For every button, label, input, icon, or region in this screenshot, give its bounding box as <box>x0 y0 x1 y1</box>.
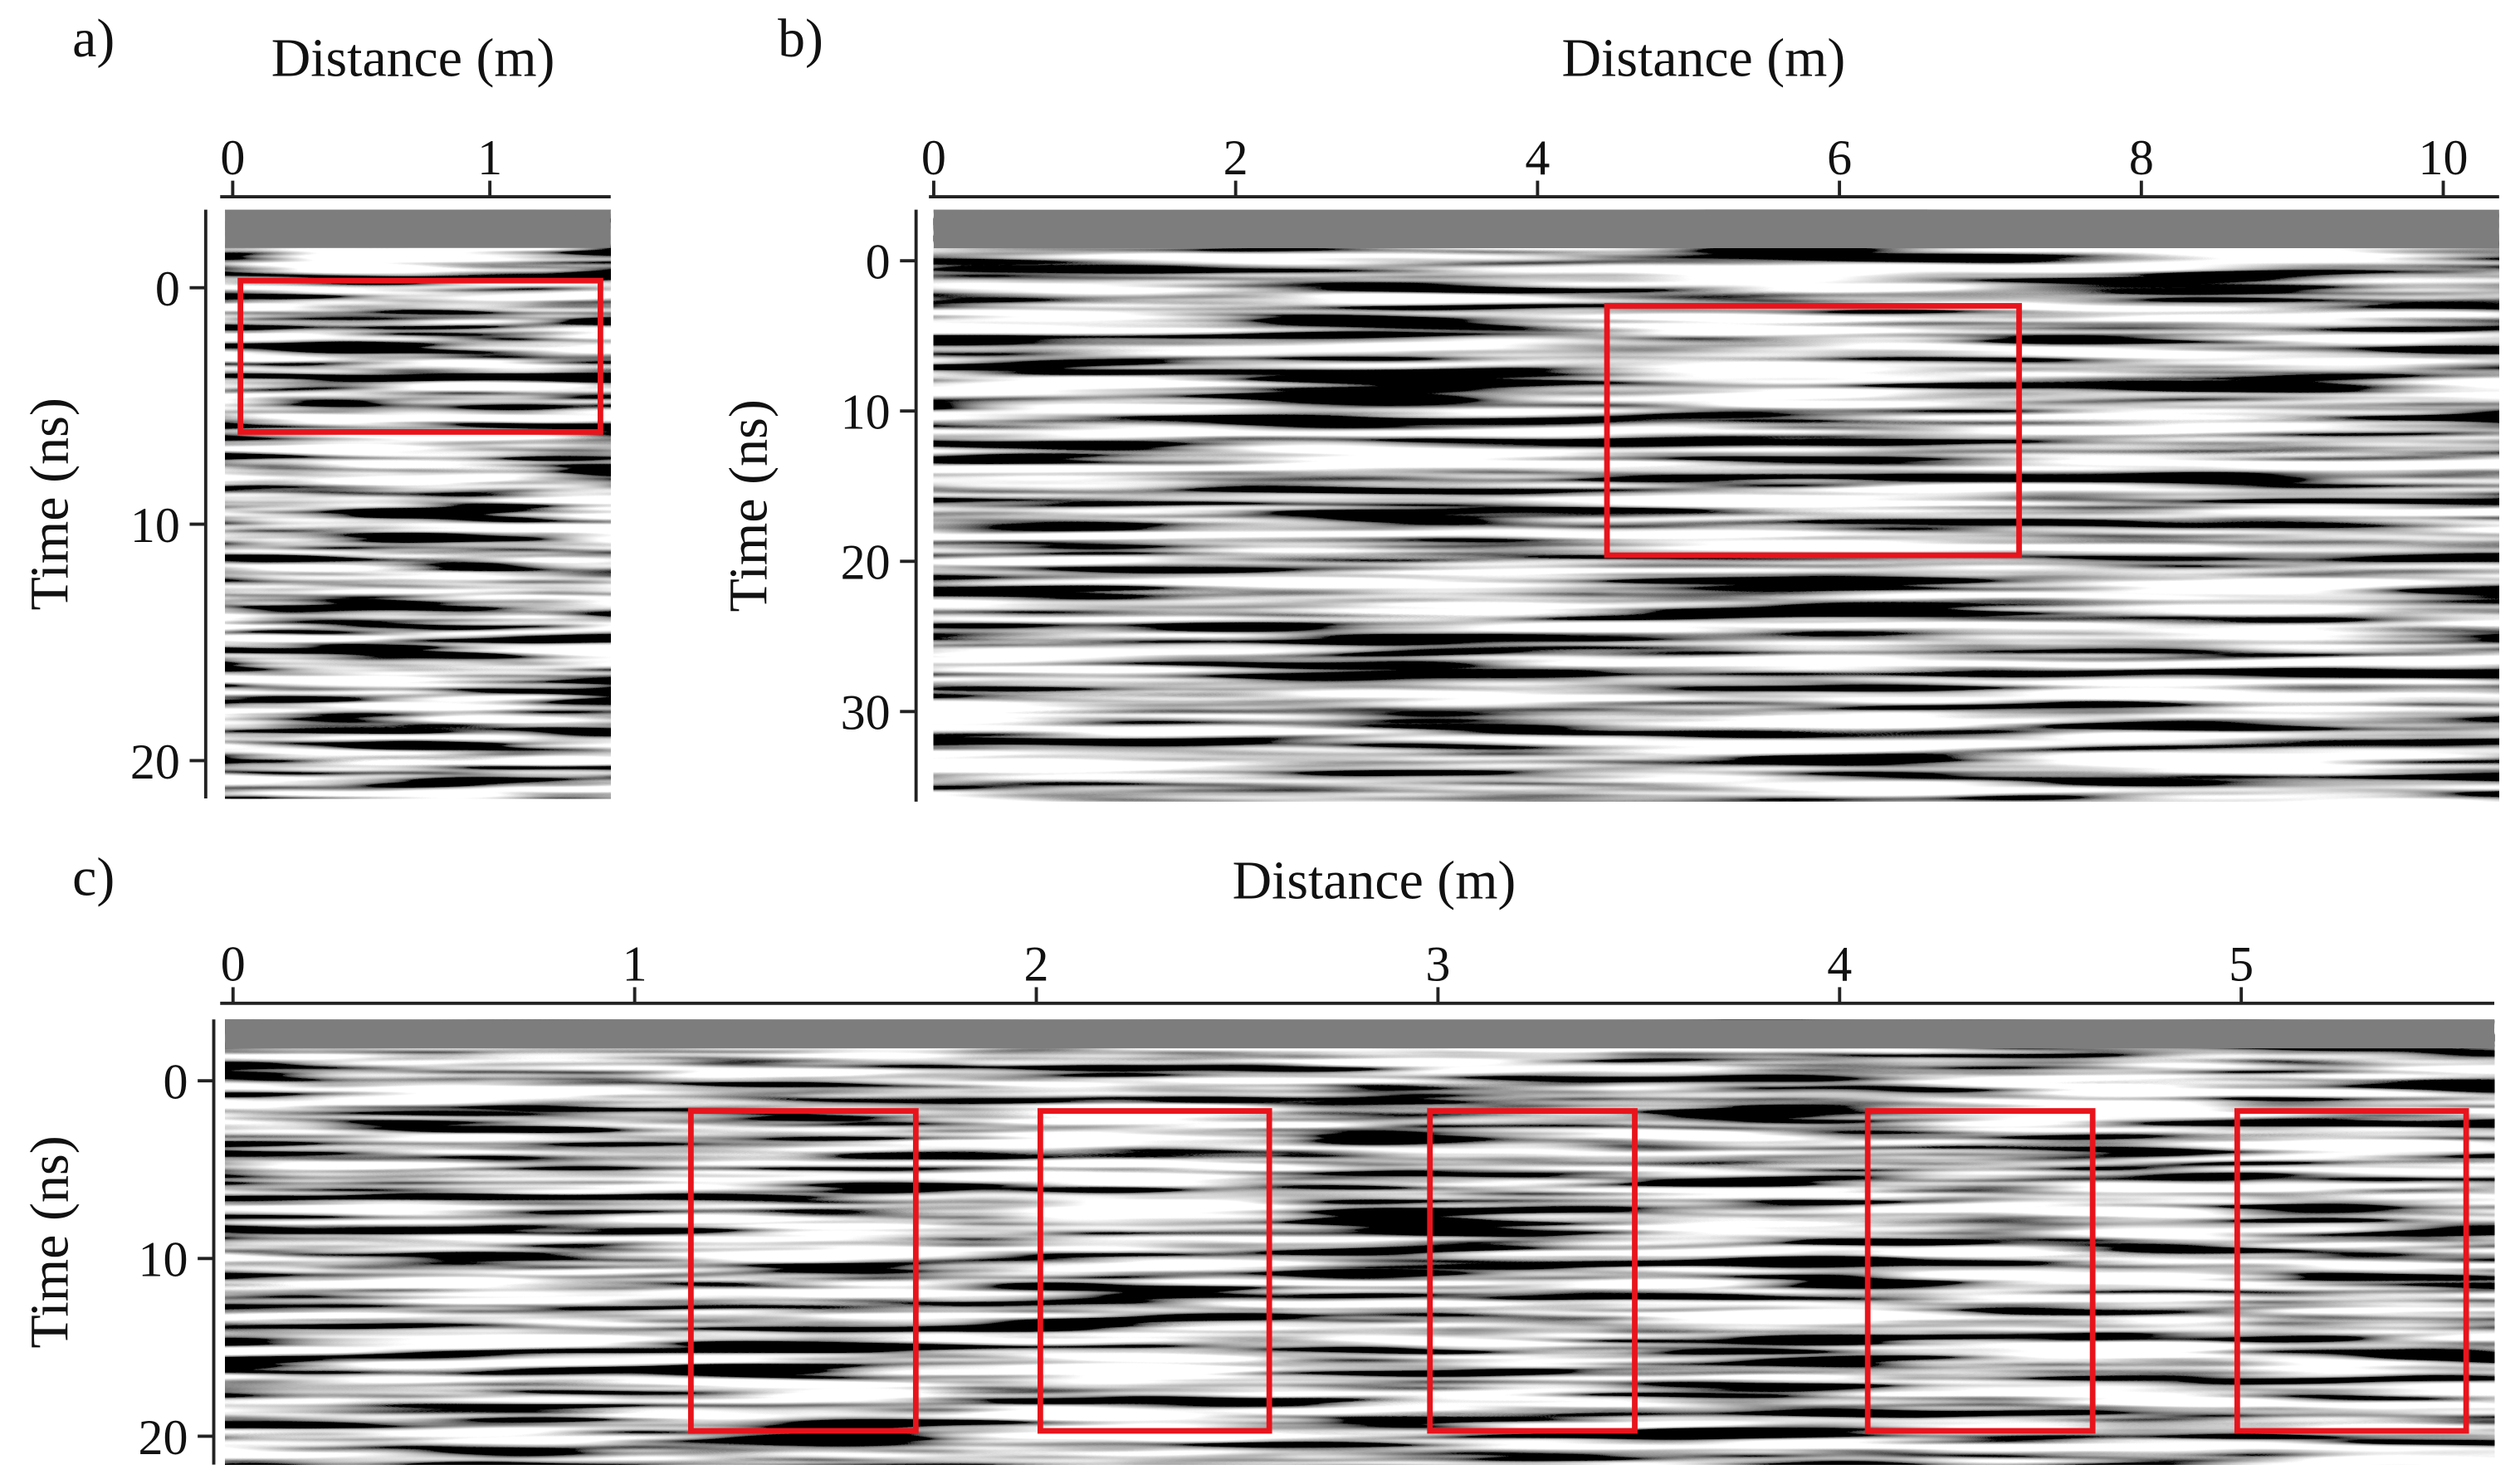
air-band <box>933 209 2499 249</box>
radargram-image <box>225 209 611 799</box>
x-tick-label: 1 <box>623 937 647 993</box>
x-tick-label: 1 <box>477 130 502 186</box>
y-axis-title: Time (ns) <box>19 1135 80 1348</box>
y-tick-label: 30 <box>841 686 891 741</box>
anomaly-box <box>1864 1108 2096 1434</box>
y-axis-title: Time (ns) <box>719 399 779 612</box>
y-tick-label: 0 <box>866 234 891 290</box>
y-tick-label: 10 <box>139 1233 188 1288</box>
x-tick-label: 0 <box>220 130 245 186</box>
anomaly-box <box>2234 1108 2469 1434</box>
x-axis-title: Distance (m) <box>1233 850 1516 910</box>
x-tick-label: 2 <box>1223 130 1248 186</box>
y-tick-label: 20 <box>139 1410 188 1466</box>
y-tick-label: 0 <box>155 261 180 317</box>
anomaly-box <box>237 277 603 435</box>
panel-label: a) <box>72 8 115 69</box>
anomaly-box <box>1427 1108 1638 1434</box>
y-axis-title: Time (ns) <box>19 398 80 610</box>
panel-label: c) <box>72 847 115 908</box>
x-axis-title: Distance (m) <box>271 27 555 88</box>
air-band <box>225 209 611 248</box>
y-tick-label: 0 <box>164 1054 188 1110</box>
y-tick-label: 10 <box>841 385 891 441</box>
x-tick-label: 10 <box>2419 130 2469 186</box>
x-tick-label: 4 <box>1827 937 1852 993</box>
x-tick-label: 5 <box>2229 937 2254 993</box>
anomaly-box <box>1604 303 2022 559</box>
anomaly-box <box>687 1108 919 1434</box>
x-tick-label: 6 <box>1827 130 1852 186</box>
anomaly-box <box>1037 1108 1272 1434</box>
x-tick-label: 8 <box>2129 130 2154 186</box>
y-tick-label: 10 <box>130 498 180 554</box>
radargram-image <box>933 209 2499 802</box>
x-tick-label: 0 <box>921 130 946 186</box>
x-tick-label: 0 <box>221 937 246 993</box>
radargram-image <box>225 1019 2495 1465</box>
panel-label: b) <box>778 8 823 69</box>
x-tick-label: 4 <box>1525 130 1550 186</box>
x-tick-label: 3 <box>1425 937 1450 993</box>
x-axis-title: Distance (m) <box>1562 27 1846 88</box>
x-tick-label: 2 <box>1024 937 1049 993</box>
y-tick-label: 20 <box>841 535 891 591</box>
air-band <box>225 1019 2495 1049</box>
y-tick-label: 20 <box>130 735 180 790</box>
